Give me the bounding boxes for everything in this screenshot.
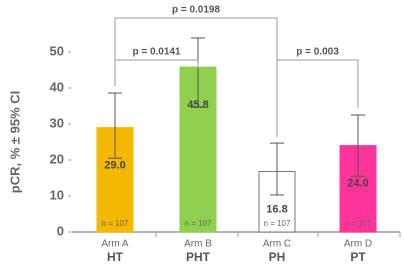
y-axis-title: pCR, % ± 95% CI bbox=[7, 91, 22, 194]
y-tick-label: 10 bbox=[50, 187, 64, 202]
x-tick-label: Arm D bbox=[344, 239, 372, 250]
x-subcategory-label: PHT bbox=[186, 250, 211, 264]
y-tick-label: 50 bbox=[50, 43, 64, 58]
value-label: 16.8 bbox=[266, 203, 287, 215]
value-label: 45.8 bbox=[187, 99, 208, 111]
value-label: 24.0 bbox=[347, 178, 368, 190]
x-tick-label: Arm A bbox=[101, 239, 129, 250]
x-subcategory-label: PT bbox=[350, 250, 366, 264]
x-tick-label: Arm B bbox=[184, 239, 212, 250]
x-subcategory-label: PH bbox=[269, 250, 286, 264]
value-label: 29.0 bbox=[104, 160, 125, 172]
p-value: p = 0.0198 bbox=[172, 5, 221, 16]
bracket bbox=[276, 59, 359, 137]
bracket bbox=[114, 59, 199, 85]
y-tick-label: 30 bbox=[50, 115, 64, 130]
x-tick-label: Arm C bbox=[263, 239, 291, 250]
y-tick-label: 20 bbox=[50, 151, 64, 166]
n-label: n = 107 bbox=[185, 219, 212, 228]
p-value: p = 0.003 bbox=[296, 47, 339, 58]
y-tick-label: 40 bbox=[50, 79, 64, 94]
n-label: n = 107 bbox=[264, 219, 291, 228]
y-tick-label: 0 bbox=[57, 223, 64, 238]
bar bbox=[339, 145, 377, 233]
n-label: n = 107 bbox=[102, 219, 129, 228]
x-subcategory-label: HT bbox=[107, 250, 124, 264]
n-label: n = 107 bbox=[345, 219, 372, 228]
p-value: p = 0.0141 bbox=[132, 47, 181, 58]
